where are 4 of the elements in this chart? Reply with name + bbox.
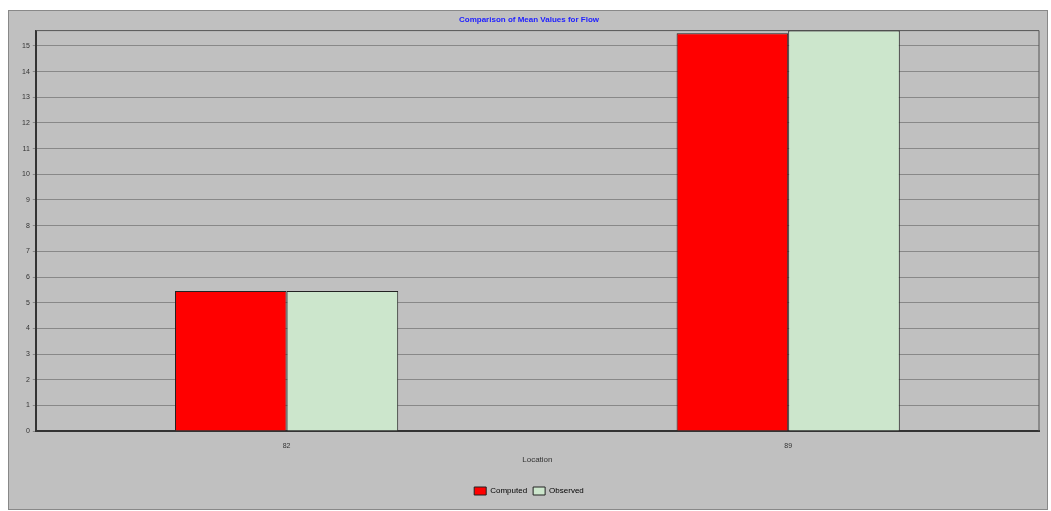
chart-title: Comparison of Mean Values for Flow: [458, 15, 600, 24]
x-axis-title: Location: [522, 455, 553, 465]
legend-label: Observed: [549, 486, 584, 496]
legend-label: Computed: [490, 486, 528, 496]
